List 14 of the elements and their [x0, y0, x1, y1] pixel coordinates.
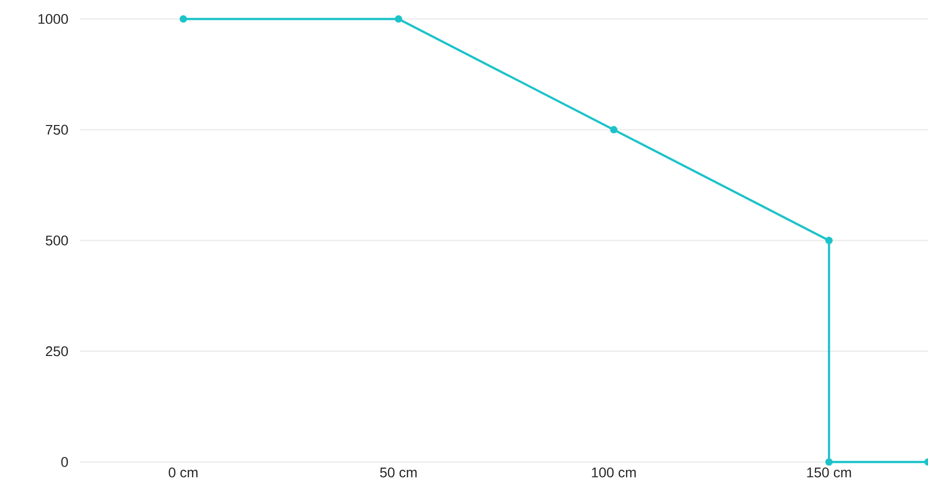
- y-tick-label: 1000: [38, 14, 68, 24]
- x-tick-label: 150 cm: [807, 468, 851, 478]
- y-tick-label: 500: [46, 236, 68, 246]
- y-tick-label: 750: [46, 124, 68, 135]
- point: [394, 15, 402, 23]
- x-tick-label: 100 cm: [592, 468, 636, 478]
- x-tick-label: 0 cm: [168, 468, 198, 478]
- point: [825, 458, 833, 466]
- point: [610, 126, 618, 134]
- y-tick-label: 0: [61, 457, 68, 467]
- point: [180, 15, 187, 23]
- x-tick-label: 50 cm: [380, 468, 417, 478]
- y-tick-label: 250: [46, 346, 68, 356]
- point: [825, 236, 833, 244]
